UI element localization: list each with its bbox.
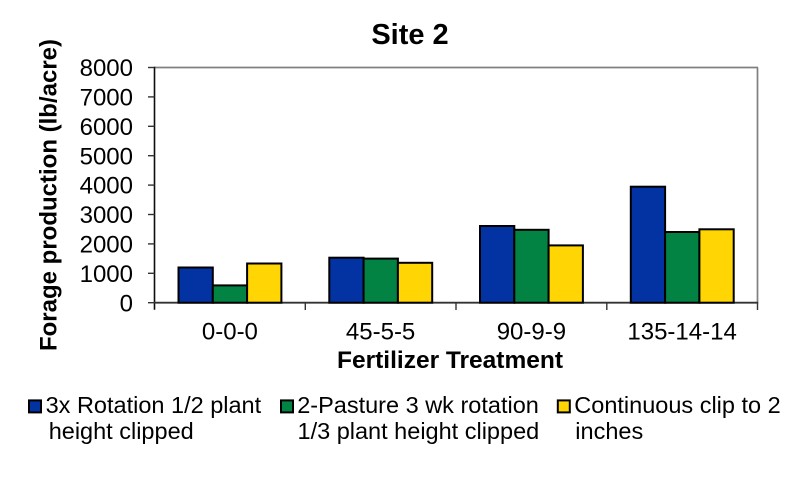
svg-text:inches: inches — [575, 418, 643, 444]
svg-text:1/3 plant height clipped: 1/3 plant height clipped — [298, 418, 540, 444]
svg-text:Forage production (lb/acre): Forage production (lb/acre) — [35, 39, 62, 351]
svg-text:5000: 5000 — [80, 143, 133, 170]
svg-text:Site 2: Site 2 — [371, 19, 448, 51]
svg-text:Fertilizer Treatment: Fertilizer Treatment — [337, 347, 563, 374]
svg-text:4000: 4000 — [80, 173, 133, 200]
svg-text:8000: 8000 — [80, 55, 133, 82]
svg-text:1000: 1000 — [80, 261, 133, 288]
svg-text:Continuous clip to 2: Continuous clip to 2 — [574, 392, 780, 418]
svg-text:90-9-9: 90-9-9 — [497, 319, 566, 346]
svg-text:135-14-14: 135-14-14 — [627, 319, 736, 346]
svg-text:2-Pasture 3 wk rotation: 2-Pasture 3 wk rotation — [297, 392, 539, 418]
svg-text:6000: 6000 — [80, 114, 133, 141]
svg-text:45-5-5: 45-5-5 — [346, 319, 415, 346]
svg-text:7000: 7000 — [80, 85, 133, 112]
svg-text:0-0-0: 0-0-0 — [202, 319, 258, 346]
svg-text:3000: 3000 — [80, 202, 133, 229]
svg-text:height clipped: height clipped — [49, 418, 194, 444]
svg-text:3x Rotation 1/2 plant: 3x Rotation 1/2 plant — [46, 392, 262, 418]
svg-text:0: 0 — [120, 290, 133, 317]
svg-text:2000: 2000 — [80, 232, 133, 259]
